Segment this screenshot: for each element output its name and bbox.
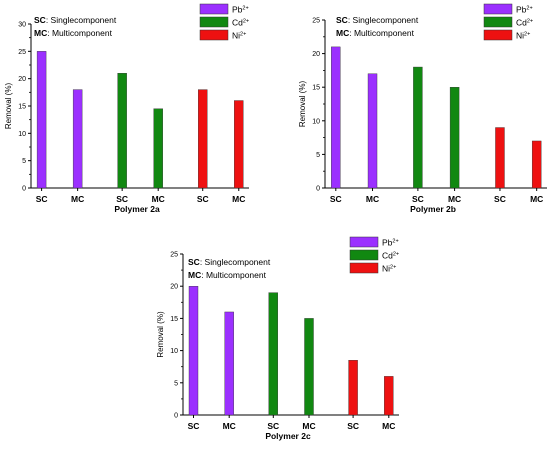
y-tick-label: 25 [170, 252, 178, 259]
x-tick-label: SC [36, 194, 48, 204]
abbreviation-note: SC: Singlecomponent MC: Multicomponent [188, 257, 271, 280]
y-tick-label: 20 [170, 284, 178, 291]
bar-pb-mc [367, 73, 378, 189]
y-tick-label: 30 [18, 22, 26, 29]
bar-ni-mc [384, 376, 394, 416]
x-tick-label: SC [267, 421, 279, 431]
y-tick-label: 5 [22, 158, 26, 165]
x-tick-label: MC [302, 421, 315, 431]
y-tick-label: 20 [18, 76, 26, 83]
legend: Pb2+ Cd2+ Ni2+ [199, 3, 249, 41]
legend-label-ni: Ni2+ [516, 31, 530, 41]
legend-label-cd: Cd2+ [382, 251, 399, 261]
y-tick-label: 20 [312, 51, 320, 58]
y-tick-label: 5 [316, 152, 320, 159]
y-axis-label: Removal (%) [4, 83, 13, 130]
legend-label-ni: Ni2+ [232, 31, 246, 41]
y-tick-label: 25 [312, 18, 320, 25]
legend-swatch-cd [483, 16, 513, 28]
bar-ni-mc [531, 140, 542, 189]
abbreviation-note: SC: Singlecomponent MC: Multicomponent [336, 15, 419, 38]
bar-ni-sc [198, 89, 208, 189]
y-tick-label: 15 [170, 316, 178, 323]
legend-swatch-cd [349, 249, 379, 261]
x-tick-label: MC [530, 194, 543, 204]
legend-swatch-pb [349, 236, 379, 248]
y-axis-label: Removal (%) [156, 311, 165, 358]
x-tick-label: SC [188, 421, 200, 431]
note-line: SC: Singlecomponent [188, 257, 271, 267]
y-tick-label: 25 [18, 49, 26, 56]
y-tick-label: 15 [312, 85, 320, 92]
x-tick-label: MC [232, 194, 245, 204]
legend: Pb2+ Cd2+ Ni2+ [349, 236, 399, 274]
y-tick-label: 0 [174, 413, 178, 420]
legend-label-pb: Pb2+ [382, 238, 399, 248]
legend-label-cd: Cd2+ [232, 18, 249, 28]
legend: Pb2+ Cd2+ Ni2+ [483, 3, 533, 41]
legend-label-pb: Pb2+ [516, 5, 533, 15]
legend-label-cd: Cd2+ [516, 18, 533, 28]
x-tick-label: SC [330, 194, 342, 204]
x-tick-label: MC [152, 194, 165, 204]
bar-pb-mc [224, 311, 234, 416]
note-line: MC: Multicomponent [188, 270, 267, 280]
legend-label-ni: Ni2+ [382, 264, 396, 274]
bar-cd-mc [449, 86, 460, 189]
y-tick-label: 10 [312, 118, 320, 125]
bar-ni-sc [495, 127, 505, 189]
legend-swatch-ni [199, 29, 229, 41]
bar-cd-mc [153, 108, 163, 189]
bar-pb-sc [188, 286, 199, 416]
y-tick-label: 0 [22, 186, 26, 193]
legend-label-pb: Pb2+ [232, 5, 249, 15]
y-tick-label: 0 [316, 186, 320, 193]
legend-swatch-ni [483, 29, 513, 41]
x-tick-label: SC [347, 421, 359, 431]
bar-cd-sc [268, 292, 278, 416]
y-axis-label: Removal (%) [298, 81, 307, 128]
legend-swatch-pb [483, 3, 513, 15]
x-tick-label: SC [494, 194, 506, 204]
bar-pb-sc [36, 51, 47, 189]
note-line: MC: Multicomponent [34, 28, 113, 38]
bar-cd-sc [117, 72, 127, 189]
legend-swatch-cd [199, 16, 229, 28]
bar-ni-sc [348, 360, 358, 416]
x-axis-label: Polymer 2a [114, 204, 160, 214]
y-tick-label: 5 [174, 380, 178, 387]
note-line: SC: Singlecomponent [336, 15, 419, 25]
x-axis-label: Polymer 2b [410, 204, 456, 214]
x-tick-label: SC [412, 194, 424, 204]
x-tick-label: MC [382, 421, 395, 431]
x-tick-label: SC [197, 194, 209, 204]
legend-swatch-pb [199, 3, 229, 15]
bar-pb-mc [72, 89, 83, 189]
bar-ni-mc [234, 100, 244, 189]
x-tick-label: MC [71, 194, 84, 204]
legend-swatch-ni [349, 262, 379, 274]
bar-cd-sc [413, 66, 423, 189]
x-tick-label: MC [366, 194, 379, 204]
note-line: MC: Multicomponent [336, 28, 415, 38]
bar-pb-sc [331, 46, 341, 189]
x-axis-label: Polymer 2c [265, 431, 311, 441]
y-tick-label: 15 [18, 104, 26, 111]
bar-cd-mc [304, 318, 314, 416]
x-tick-label: MC [448, 194, 461, 204]
y-tick-label: 10 [18, 131, 26, 138]
abbreviation-note: SC: Singlecomponent MC: Multicomponent [34, 15, 117, 38]
x-tick-label: MC [223, 421, 236, 431]
note-line: SC: Singlecomponent [34, 15, 117, 25]
x-tick-label: SC [116, 194, 128, 204]
y-tick-label: 10 [170, 348, 178, 355]
